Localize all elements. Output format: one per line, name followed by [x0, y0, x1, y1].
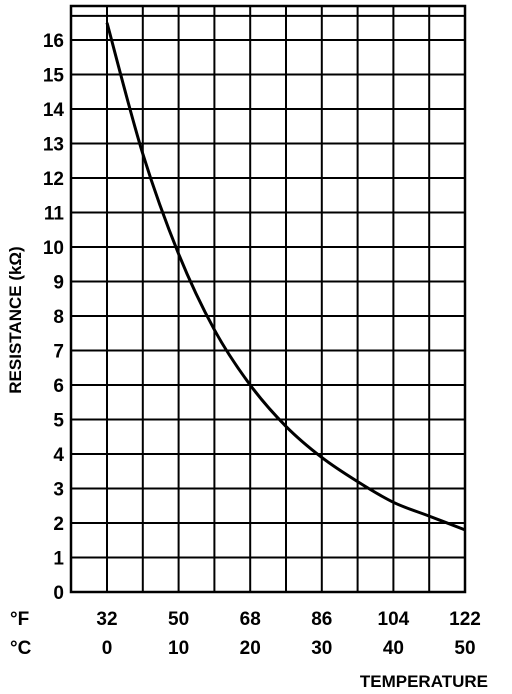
y-tick-label-0: 0: [53, 583, 64, 604]
y-tick-label-13: 13: [43, 135, 64, 156]
y-tick-label-14: 14: [43, 100, 65, 121]
y-tick-label-10: 10: [43, 238, 64, 259]
x-tick-label-c-30: 30: [311, 638, 332, 659]
x-tick-label-f-50: 50: [168, 609, 189, 630]
celsius-unit-label: °C: [10, 638, 32, 659]
y-tick-label-16: 16: [43, 31, 64, 52]
y-tick-label-5: 5: [53, 411, 64, 432]
y-tick-label-8: 8: [53, 307, 64, 328]
y-tick-label-3: 3: [53, 480, 64, 501]
x-tick-label-c-50: 50: [454, 638, 475, 659]
fahrenheit-unit-label: °F: [10, 609, 29, 630]
y-tick-label-7: 7: [53, 342, 64, 363]
y-axis-label: RESISTANCE (kΩ): [6, 246, 25, 393]
vertical-grid: [106, 6, 466, 592]
x-tick-label-c-20: 20: [240, 638, 261, 659]
x-tick-labels-celsius: 0 10 20 30 40 50: [102, 638, 476, 659]
y-tick-label-9: 9: [53, 273, 64, 294]
y-tick-label-6: 6: [53, 376, 64, 397]
resistance-curve: [105, 22, 466, 532]
y-tick-label-2: 2: [53, 514, 64, 535]
y-tick-label-12: 12: [43, 169, 64, 190]
x-tick-label-f-32: 32: [96, 609, 117, 630]
y-tick-label-11: 11: [44, 204, 65, 225]
x-tick-label-c-40: 40: [383, 638, 404, 659]
y-tick-label-1: 1: [53, 549, 64, 570]
x-tick-label-f-86: 86: [311, 609, 332, 630]
y-tick-label-4: 4: [53, 445, 64, 466]
x-tick-label-f-104: 104: [378, 609, 410, 630]
x-tick-label-f-122: 122: [449, 609, 481, 630]
x-axis-label: TEMPERATURE: [360, 672, 488, 691]
plot-frame: [69, 4, 467, 594]
x-tick-labels-fahrenheit: 32 50 68 86 104 122: [96, 609, 480, 630]
x-tick-label-c-0: 0: [102, 638, 113, 659]
y-tick-label-15: 15: [43, 66, 65, 87]
x-tick-label-c-10: 10: [168, 638, 189, 659]
x-tick-label-f-68: 68: [240, 609, 261, 630]
horizontal-grid: [71, 14, 465, 559]
